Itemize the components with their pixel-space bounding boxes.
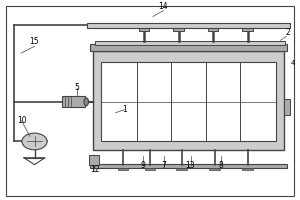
Bar — [90, 44, 286, 51]
Bar — [176, 168, 187, 170]
Text: 1: 1 — [122, 105, 127, 114]
Bar — [87, 23, 290, 28]
Text: 12: 12 — [90, 165, 99, 174]
Bar — [93, 51, 284, 150]
Bar — [100, 62, 276, 141]
Text: 5: 5 — [74, 83, 79, 92]
Bar — [173, 27, 184, 31]
Bar — [208, 27, 218, 31]
Text: 10: 10 — [17, 116, 26, 125]
Bar — [242, 27, 253, 31]
Text: 7: 7 — [161, 161, 166, 170]
Bar — [242, 168, 253, 170]
Bar — [118, 168, 128, 170]
Text: 2: 2 — [286, 28, 290, 37]
Bar — [145, 168, 155, 170]
Bar — [62, 96, 85, 107]
Text: 8: 8 — [218, 161, 223, 170]
Text: 15: 15 — [30, 37, 39, 46]
Text: 9: 9 — [140, 161, 145, 170]
Bar — [209, 168, 220, 170]
Text: 14: 14 — [159, 2, 168, 11]
Bar — [88, 155, 99, 165]
Circle shape — [22, 133, 47, 150]
Bar — [94, 41, 285, 45]
Ellipse shape — [84, 98, 88, 106]
Bar — [90, 164, 286, 168]
Bar — [139, 27, 149, 31]
Text: 13: 13 — [186, 161, 195, 170]
Text: 4: 4 — [290, 60, 295, 66]
Bar — [284, 99, 290, 115]
